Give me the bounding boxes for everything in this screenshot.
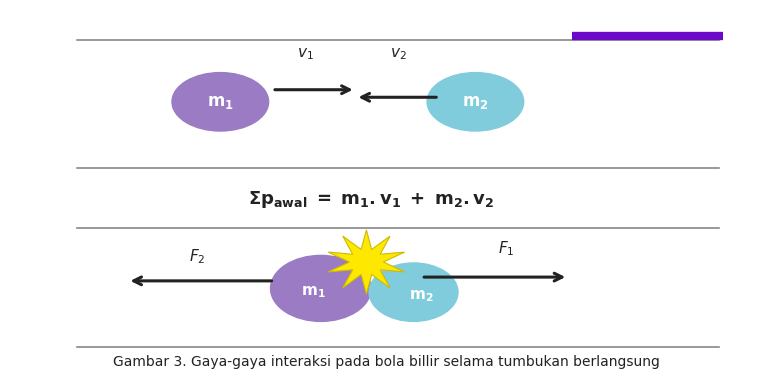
- Ellipse shape: [369, 263, 458, 321]
- Text: Gambar 3. Gaya-gaya interaksi pada bola billir selama tumbukan berlangsung: Gambar 3. Gaya-gaya interaksi pada bola …: [113, 355, 660, 369]
- Text: $\mathbf{m_1}$: $\mathbf{m_1}$: [207, 93, 233, 111]
- Text: $F_1$: $F_1$: [498, 239, 515, 258]
- Text: $F_2$: $F_2$: [189, 247, 206, 266]
- Ellipse shape: [271, 256, 371, 321]
- Polygon shape: [329, 230, 404, 294]
- Text: $\mathbf{m_1}$: $\mathbf{m_1}$: [301, 284, 325, 300]
- Text: $\mathbf{m_2}$: $\mathbf{m_2}$: [409, 288, 434, 304]
- Text: $\mathbf{m_2}$: $\mathbf{m_2}$: [462, 93, 489, 111]
- Text: $\mathbf{\Sigma p_{awal}\ =\ m_1.v_1\ +\ m_2.v_2}$: $\mathbf{\Sigma p_{awal}\ =\ m_1.v_1\ +\…: [248, 189, 494, 210]
- Ellipse shape: [427, 72, 523, 131]
- Text: $v_1$: $v_1$: [297, 46, 314, 62]
- Text: $v_2$: $v_2$: [390, 46, 407, 62]
- Ellipse shape: [172, 72, 269, 131]
